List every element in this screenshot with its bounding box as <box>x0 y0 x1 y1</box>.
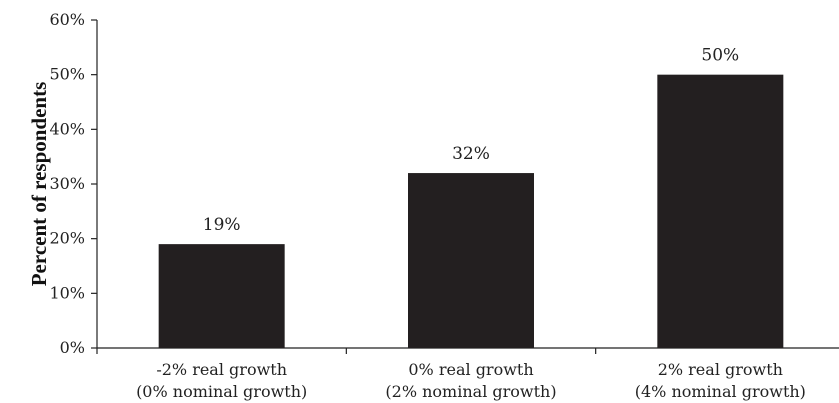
bar <box>408 173 534 348</box>
y-tick-label: 20% <box>49 229 85 248</box>
category-label: -2% real growth <box>156 360 287 379</box>
y-tick-label: 0% <box>60 338 85 357</box>
y-axis: 0% 10% 20% 30% 40% 50% 60% <box>49 10 98 357</box>
y-tick-label: 30% <box>49 174 85 193</box>
bars-group <box>158 74 784 349</box>
category-label: (0% nominal growth) <box>136 382 307 401</box>
data-label: 50% <box>701 46 739 66</box>
y-tick-label: 50% <box>49 65 85 84</box>
y-tick-label: 10% <box>49 283 85 302</box>
data-label: 32% <box>452 144 490 164</box>
category-label: (4% nominal growth) <box>635 382 806 401</box>
category-label: 2% real growth <box>658 360 783 379</box>
y-tick-label: 40% <box>49 119 85 138</box>
data-label: 19% <box>203 215 241 235</box>
category-label: 0% real growth <box>408 360 533 379</box>
x-axis <box>96 347 839 354</box>
category-labels-group: -2% real growth (0% nominal growth) 0% rea… <box>136 360 806 401</box>
bar <box>158 244 285 348</box>
y-tick-label: 60% <box>49 10 85 29</box>
data-labels-group: 19% 32% 50% <box>203 46 739 235</box>
category-label: (2% nominal growth) <box>385 382 556 401</box>
bar <box>657 74 784 349</box>
y-axis-title: Percent of respondents <box>27 82 51 287</box>
